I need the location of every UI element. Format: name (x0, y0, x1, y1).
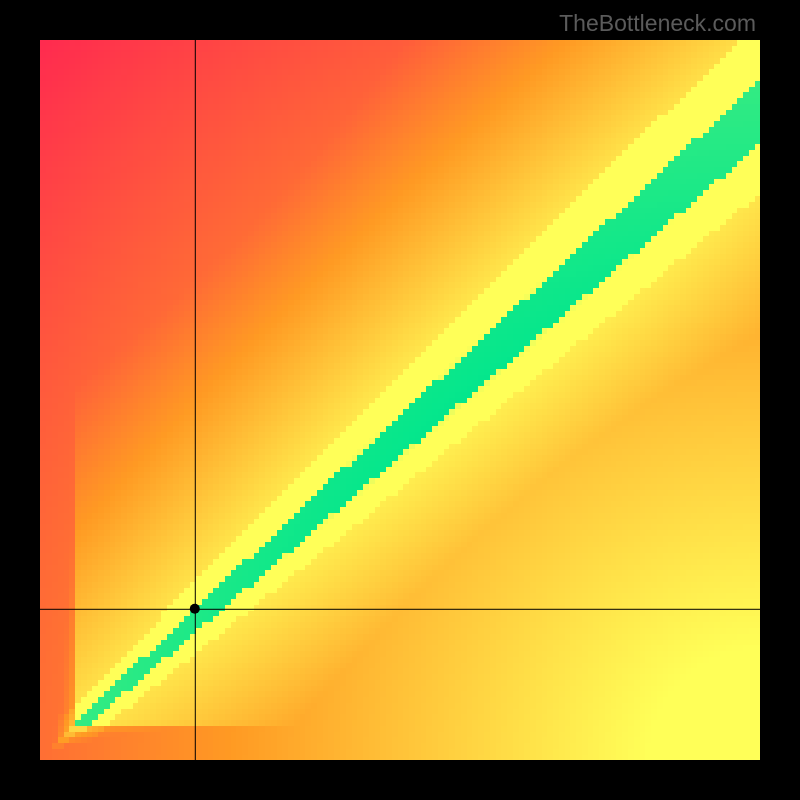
chart-container: TheBottleneck.com (0, 0, 800, 800)
bottleneck-heatmap (0, 0, 800, 800)
watermark-text: TheBottleneck.com (559, 10, 756, 37)
